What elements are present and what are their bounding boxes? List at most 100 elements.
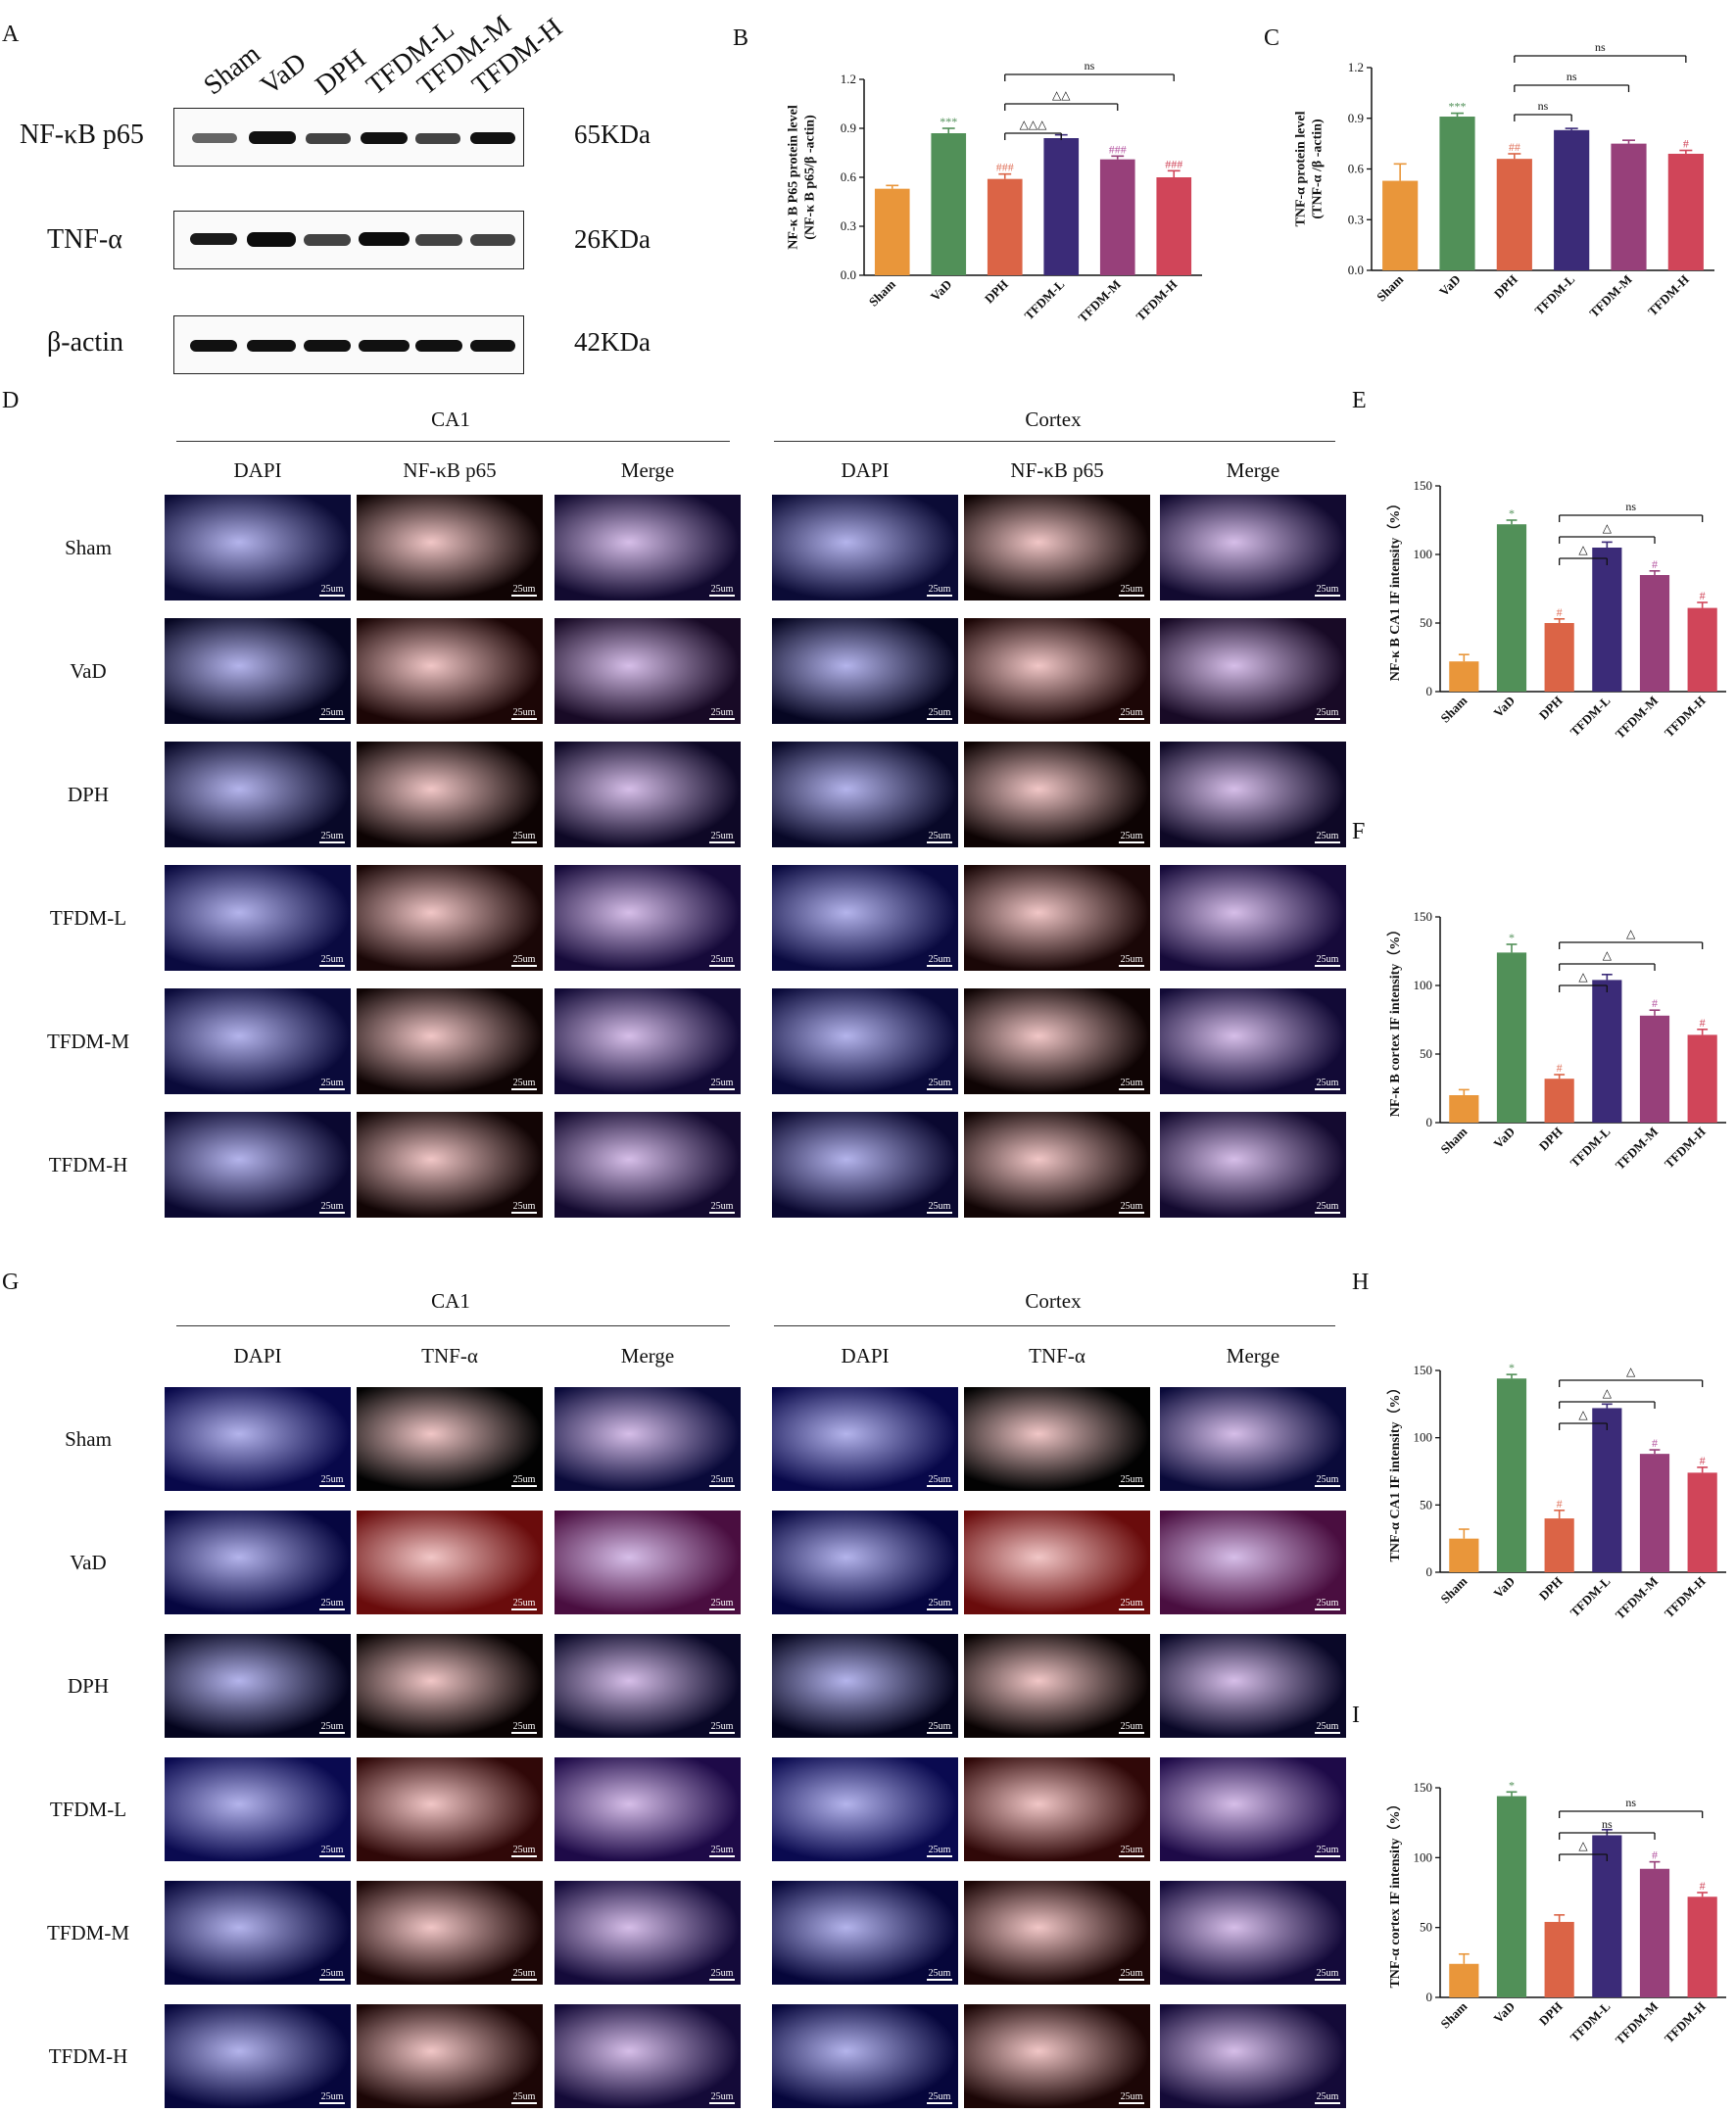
micrograph-dapi: 25um (165, 618, 351, 724)
region-divider (774, 1325, 1335, 1326)
bar (1496, 1796, 1527, 1997)
scale-bar-label: 25um (512, 1721, 536, 1732)
bar (1156, 177, 1192, 275)
wb-protein-label: β-actin (47, 327, 123, 358)
chart-f: 0 50 100 150 NF-κ B cortex IF intensity（%） Sh… (1387, 909, 1726, 1173)
region-title: CA1 (431, 1289, 470, 1313)
scale-bar-line (1315, 1485, 1340, 1487)
micrograph-merge: 25um (1160, 865, 1346, 971)
micrograph-marker: 25um (964, 1881, 1150, 1985)
x-tick-label: TFDM-L (1567, 693, 1614, 739)
scale-bar: 25um (927, 1721, 952, 1734)
scale-bar: 25um (709, 1078, 735, 1090)
row-label: Sham (65, 536, 112, 559)
bar (874, 188, 910, 275)
scale-bar-label: 25um (320, 707, 344, 718)
scale-bar: 25um (1119, 1078, 1144, 1090)
x-tick-label: Sham (1374, 271, 1406, 304)
comparison-bracket: ns (1514, 40, 1687, 63)
scale-bar: 25um (319, 1474, 345, 1487)
bar (1687, 1034, 1717, 1123)
y-tick-label: 50 (1420, 1497, 1432, 1512)
scale-bar-label: 25um (928, 2091, 951, 2102)
region-divider (176, 1325, 730, 1326)
significance-mark: # (1652, 1436, 1658, 1450)
scale-bar: 25um (927, 954, 952, 967)
bar (1544, 1518, 1574, 1572)
micrograph-dapi: 25um (165, 1387, 351, 1491)
scale-bar-line (511, 841, 537, 843)
x-tick-label: TFDM-M (1586, 272, 1634, 320)
x-tick-label: VaD (1490, 1125, 1518, 1152)
y-tick-label: 1.2 (841, 72, 856, 86)
wb-kda-label: 42KDa (574, 327, 651, 357)
bracket-label: △ (1603, 1386, 1613, 1400)
micrograph-dapi: 25um (772, 2004, 958, 2108)
x-tick-label: TFDM-H (1662, 1125, 1709, 1172)
scale-bar-line (319, 965, 345, 967)
wb-protein-label: TNF-α (47, 224, 122, 255)
comparison-bracket: ns (1559, 1796, 1704, 1818)
micrograph-marker: 25um (964, 1112, 1150, 1218)
bar (1496, 1378, 1527, 1572)
panel-letter-d: D (2, 388, 20, 413)
bar (1496, 159, 1532, 270)
scale-bar: 25um (709, 2091, 735, 2104)
comparison-bracket: △ (1559, 948, 1656, 971)
panel-letter-c: C (1264, 25, 1280, 51)
y-tick-label: 0.9 (841, 120, 856, 135)
scale-bar-label: 25um (928, 584, 951, 595)
significance-mark: * (1509, 1361, 1515, 1374)
significance-mark: # (1652, 996, 1658, 1010)
y-tick-label: 0.6 (841, 169, 857, 184)
micrograph-marker: 25um (357, 1112, 543, 1218)
micrograph-merge: 25um (555, 618, 741, 724)
scale-bar: 25um (709, 1598, 735, 1610)
scale-bar-line (709, 2102, 735, 2104)
column-head-marker: NF-κB p65 (403, 458, 497, 482)
scale-bar-line (709, 1212, 735, 1214)
scale-bar: 25um (709, 1201, 735, 1214)
scale-bar-line (709, 1855, 735, 1857)
panel-letter-i: I (1352, 1703, 1360, 1728)
y-tick-label: 50 (1420, 1920, 1432, 1935)
scale-bar-label: 25um (928, 1968, 951, 1979)
micrograph-dapi: 25um (165, 742, 351, 847)
x-tick-label: TFDM-L (1531, 271, 1577, 317)
y-tick-label: 100 (1414, 1849, 1433, 1864)
region-title: Cortex (1025, 1289, 1082, 1313)
micrograph-marker: 25um (357, 865, 543, 971)
scale-bar-label: 25um (1316, 1845, 1339, 1855)
micrograph-marker: 25um (357, 618, 543, 724)
y-axis-label: NF-κ B cortex IF intensity（%） (1387, 923, 1403, 1118)
micrograph-merge: 25um (1160, 1881, 1346, 1985)
row-label: VaD (70, 1551, 107, 1574)
scale-bar-line (927, 1979, 952, 1981)
scale-bar: 25um (511, 1474, 537, 1487)
scale-bar-label: 25um (710, 1845, 734, 1855)
scale-bar-label: 25um (1120, 707, 1143, 718)
scale-bar-line (511, 718, 537, 720)
bracket-label: ns (1085, 59, 1095, 72)
scale-bar: 25um (1315, 1474, 1340, 1487)
scale-bar-line (319, 1485, 345, 1487)
bar (1667, 153, 1704, 270)
comparison-bracket: ns (1514, 99, 1572, 121)
micrograph-marker: 25um (357, 742, 543, 847)
scale-bar-label: 25um (1316, 2091, 1339, 2102)
micrograph-dapi: 25um (772, 618, 958, 724)
y-axis-label: TNF-α protein level (1294, 111, 1309, 226)
micrograph-marker: 25um (357, 1881, 543, 1985)
bracket-label: ns (1602, 1817, 1613, 1831)
scale-bar-label: 25um (512, 707, 536, 718)
x-tick-label: TFDM-H (1662, 1574, 1709, 1621)
bar (1639, 1454, 1670, 1572)
scale-bar-label: 25um (928, 1721, 951, 1732)
scale-bar: 25um (511, 584, 537, 597)
significance-mark: # (1652, 1848, 1658, 1862)
scale-bar-line (319, 2102, 345, 2104)
bracket-label: △ (1578, 1408, 1588, 1421)
scale-bar-line (927, 595, 952, 597)
bracket-label: △ (1603, 948, 1613, 962)
row-label: VaD (70, 659, 107, 683)
